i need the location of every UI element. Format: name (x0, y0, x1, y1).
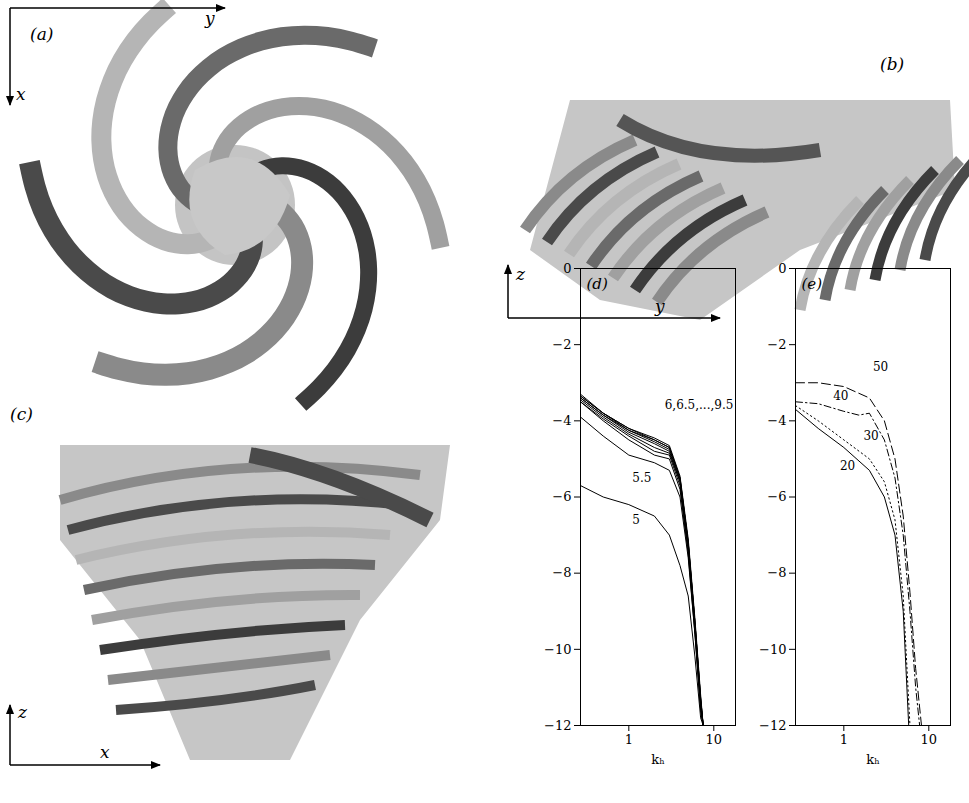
svg-text:0: 0 (778, 261, 786, 276)
svg-text:kₕ: kₕ (651, 752, 665, 767)
svg-text:−12: −12 (544, 718, 571, 733)
svg-text:x: x (100, 742, 110, 762)
svg-text:−12: −12 (759, 718, 786, 733)
svg-text:y: y (654, 296, 665, 316)
svg-text:10: 10 (706, 732, 723, 747)
svg-text:−4: −4 (767, 413, 786, 428)
svg-text:−2: −2 (767, 337, 786, 352)
svg-text:−6: −6 (552, 489, 571, 504)
svg-text:(c): (c) (10, 404, 33, 424)
svg-text:50: 50 (873, 360, 888, 374)
svg-text:10: 10 (921, 732, 938, 747)
svg-text:y: y (204, 8, 215, 28)
svg-text:20: 20 (840, 459, 855, 473)
svg-text:5: 5 (632, 513, 640, 527)
svg-text:z: z (17, 702, 28, 722)
svg-text:−10: −10 (759, 641, 786, 656)
svg-text:−2: −2 (552, 337, 571, 352)
svg-text:(e): (e) (802, 275, 823, 293)
svg-text:5.5: 5.5 (632, 471, 651, 485)
svg-text:−8: −8 (767, 565, 786, 580)
svg-text:1: 1 (840, 732, 848, 747)
svg-text:40: 40 (833, 389, 848, 403)
svg-text:6,6.5,...,9.5: 6,6.5,...,9.5 (665, 398, 734, 412)
svg-text:1: 1 (625, 732, 633, 747)
svg-text:30: 30 (863, 429, 878, 443)
svg-text:−4: −4 (552, 413, 571, 428)
svg-text:0: 0 (563, 261, 571, 276)
svg-text:z: z (515, 264, 526, 284)
svg-text:−10: −10 (544, 641, 571, 656)
svg-text:(b): (b) (880, 54, 904, 74)
svg-text:x: x (16, 84, 26, 104)
svg-text:(d): (d) (587, 275, 608, 293)
svg-text:(a): (a) (30, 24, 53, 44)
svg-text:−6: −6 (767, 489, 786, 504)
svg-text:−8: −8 (552, 565, 571, 580)
svg-text:kₕ: kₕ (866, 752, 880, 767)
